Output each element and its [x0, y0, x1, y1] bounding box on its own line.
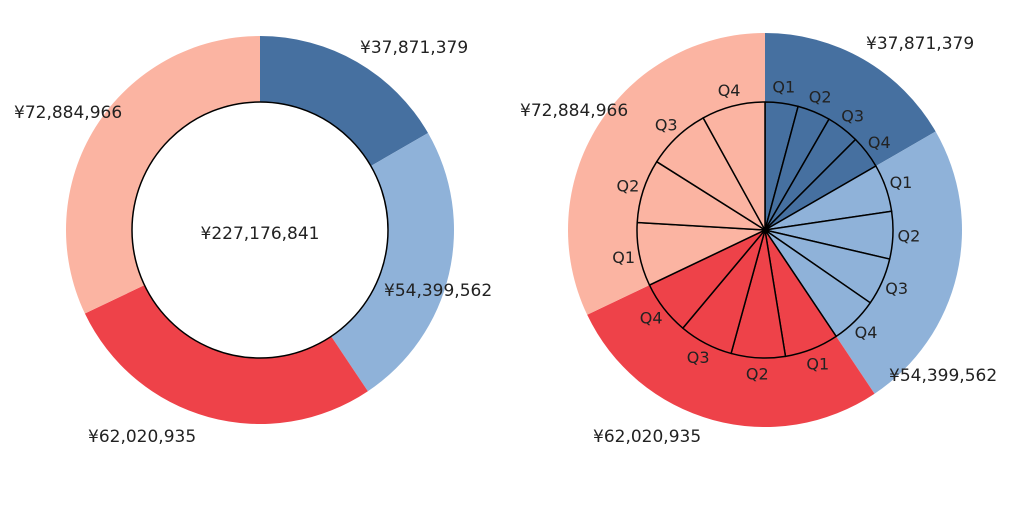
nested-quarter-label-d-q2: Q2: [617, 176, 640, 195]
donut-slice-a: [260, 36, 429, 167]
donut-center-total-label: ¥227,176,841: [201, 224, 320, 244]
nested-quarter-label-b-q2: Q2: [897, 226, 920, 245]
nested-quarter-label-c-q3: Q3: [687, 348, 710, 367]
nested-quarter-label-c-q2: Q2: [746, 364, 769, 383]
nested-quarter-label-a-q1: Q1: [772, 78, 795, 97]
nested-quarter-label-b-q3: Q3: [885, 279, 908, 298]
nested-quarter-label-a-q3: Q3: [841, 106, 864, 125]
nested-quarter-label-d-q1: Q1: [612, 248, 635, 267]
nested-quarter-label-d-q4: Q4: [718, 81, 741, 100]
nested-label-c: ¥62,020,935: [593, 427, 701, 447]
donut-slice-b: [331, 133, 454, 392]
nested-label-b: ¥54,399,562: [889, 366, 997, 386]
nested-quarter-label-a-q4: Q4: [868, 133, 891, 152]
donut-slice-d: [65, 36, 260, 314]
donut-label-b: ¥54,399,562: [384, 281, 492, 301]
nested-quarter-label-c-q1: Q1: [806, 354, 829, 373]
nested-inner-quarter-slices: [636, 101, 894, 359]
nested-label-a: ¥37,871,379: [866, 34, 974, 54]
donut-chart: ¥227,176,841 ¥37,871,379 ¥54,399,562 ¥62…: [14, 36, 492, 447]
nested-quarter-label-a-q2: Q2: [809, 87, 832, 106]
donut-label-d: ¥72,884,966: [14, 103, 122, 123]
donut-slice-c: [84, 285, 368, 424]
donut-label-a: ¥37,871,379: [360, 38, 468, 58]
nested-inner-slice-d-q4: [702, 101, 766, 231]
nested-quarter-label-b-q4: Q4: [855, 323, 878, 342]
donut-slices: [65, 36, 454, 424]
nested-label-d: ¥72,884,966: [520, 101, 628, 121]
donut-center-hole: [131, 101, 389, 359]
donut-label-c: ¥62,020,935: [88, 427, 196, 447]
nested-quarter-label-c-q4: Q4: [640, 309, 663, 328]
nested-quarter-label-d-q3: Q3: [655, 116, 678, 135]
nested-quarter-label-b-q1: Q1: [890, 173, 913, 192]
